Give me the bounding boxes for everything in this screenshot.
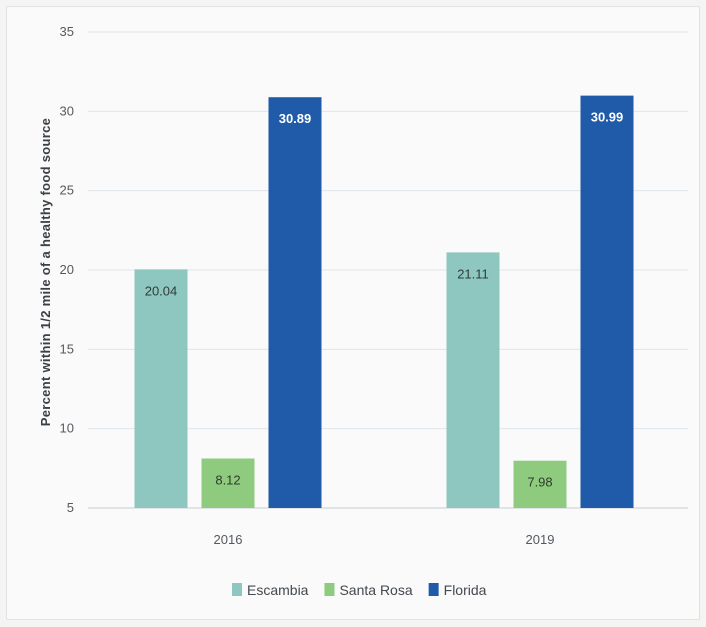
bar-value-label: 21.11 bbox=[457, 266, 489, 281]
bar-escambia-2019 bbox=[446, 252, 500, 508]
x-tick-label: 2016 bbox=[214, 532, 243, 547]
bar-value-label: 30.89 bbox=[279, 111, 312, 126]
y-tick-label: 5 bbox=[67, 500, 74, 515]
bar-santa-rosa-2019 bbox=[513, 460, 567, 508]
legend-label: Florida bbox=[444, 582, 487, 598]
bar-value-label: 7.98 bbox=[527, 475, 552, 490]
y-tick-label: 20 bbox=[60, 262, 74, 277]
x-axis-ticks: 2016 2019 bbox=[214, 532, 555, 547]
y-axis-ticks: 5 10 15 20 25 30 35 bbox=[60, 24, 74, 515]
legend-label: Santa Rosa bbox=[339, 582, 412, 598]
y-tick-label: 30 bbox=[60, 103, 74, 118]
y-axis-title: Percent within 1/2 mile of a healthy foo… bbox=[38, 118, 53, 426]
bar-value-label: 30.99 bbox=[591, 110, 624, 125]
legend-label: Escambia bbox=[247, 582, 309, 598]
bar-value-label: 20.04 bbox=[145, 283, 178, 298]
legend-swatch bbox=[232, 583, 242, 596]
legend-swatch bbox=[324, 583, 335, 596]
y-tick-label: 25 bbox=[60, 183, 74, 198]
bars: 20.04 21.11 8.12 7.98 30.89 30.99 bbox=[134, 95, 634, 508]
bar-florida-2019 bbox=[580, 95, 634, 508]
x-tick-label: 2019 bbox=[526, 532, 555, 547]
bar-value-label: 8.12 bbox=[215, 472, 240, 487]
y-tick-label: 35 bbox=[60, 24, 74, 39]
y-tick-label: 15 bbox=[60, 341, 74, 356]
bar-santa-rosa-2016 bbox=[201, 458, 255, 508]
bar-florida-2016 bbox=[268, 97, 322, 508]
y-tick-label: 10 bbox=[60, 421, 74, 436]
legend-swatch bbox=[428, 583, 439, 596]
bar-escambia-2016 bbox=[134, 269, 188, 508]
legend: Escambia Santa Rosa Florida bbox=[232, 582, 487, 598]
